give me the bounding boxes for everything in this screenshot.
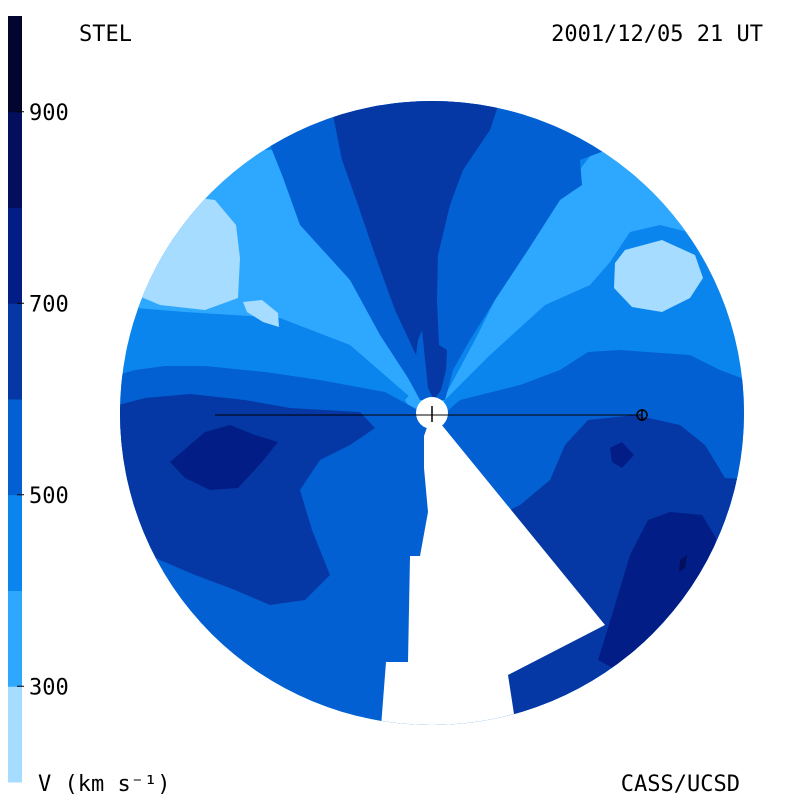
- earth-icon: [636, 409, 648, 421]
- region-v600-top: [330, 101, 500, 400]
- region-v700-small: [610, 442, 634, 468]
- colorbar-band-5: [8, 207, 22, 304]
- colorbar-tick-label-2: 700: [29, 292, 69, 317]
- region-v200-small: [243, 300, 279, 327]
- colorbar: [8, 16, 22, 783]
- region-v700-right: [598, 512, 716, 672]
- region-v800-speck: [679, 555, 687, 572]
- instrument-label: STEL: [79, 22, 132, 47]
- colorbar-band-2: [8, 494, 22, 591]
- colorbar-band-7: [8, 16, 22, 113]
- region-v200-right: [614, 240, 703, 312]
- colorbar-tick-label-0: 300: [29, 675, 69, 700]
- colorbar-ticks: 300 500 700 900: [17, 101, 69, 700]
- colorbar-label: V (km s⁻¹): [38, 772, 170, 797]
- colorbar-tick-label-1: 500: [29, 484, 69, 509]
- region-v200-left: [120, 195, 240, 310]
- colorbar-tick-label-3: 900: [29, 101, 69, 126]
- region-v700-left: [170, 425, 278, 490]
- region-v600-left: [120, 394, 375, 605]
- colorbar-band-1: [8, 590, 22, 687]
- colorbar-band-4: [8, 303, 22, 400]
- colorbar-band-6: [8, 111, 22, 208]
- credit-label: CASS/UCSD: [621, 772, 740, 797]
- colorbar-band-3: [8, 399, 22, 496]
- colorbar-band-0: [8, 686, 22, 783]
- timestamp-label: 2001/12/05 21 UT: [551, 22, 763, 47]
- no-data-wedge: [380, 413, 605, 725]
